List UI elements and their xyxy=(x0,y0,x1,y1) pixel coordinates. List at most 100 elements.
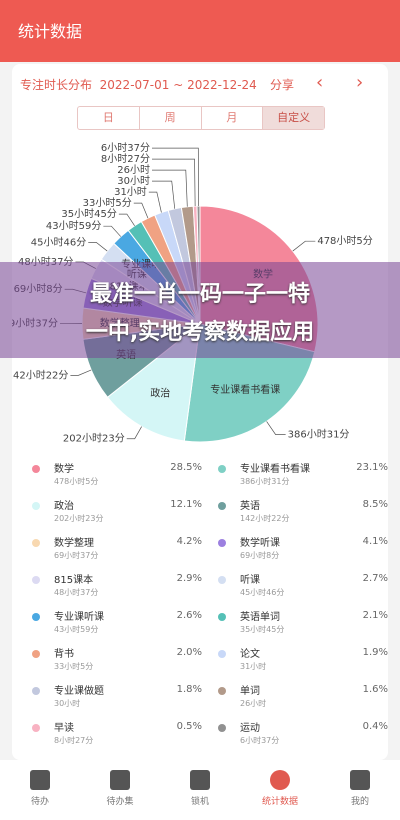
nav-item[interactable]: 待办 xyxy=(0,760,80,820)
slice-name: 专业课看书看课 xyxy=(210,383,280,396)
legend-item: 听课 45小时46分 2.7% xyxy=(218,571,388,605)
item-name: 专业课听课 xyxy=(54,612,104,623)
nav-item[interactable]: 待办集 xyxy=(80,760,160,820)
slice-time: 31小时 xyxy=(114,186,147,198)
item-name: 数学听课 xyxy=(240,538,280,549)
item-name: 数学 xyxy=(54,464,74,475)
legend-item: 数学 478小时5分 28.5% xyxy=(32,460,202,494)
tab[interactable]: 月 xyxy=(202,107,264,129)
nav-icon xyxy=(270,770,290,790)
item-time: 33小时5分 xyxy=(54,662,94,671)
nav-item[interactable]: 锁机 xyxy=(160,760,240,820)
item-percent: 0.4% xyxy=(362,721,388,732)
card-title: 专注时长分布 2022-07-01 ~ 2022-12-24 xyxy=(20,76,257,93)
item-percent: 0.5% xyxy=(176,721,202,732)
legend-dot xyxy=(218,724,226,732)
nav-label: 锁机 xyxy=(190,797,209,807)
item-name: 815课本 xyxy=(54,575,94,586)
legend-item: 数学听课 69小时8分 4.1% xyxy=(218,534,388,568)
slice-time: 30小时 xyxy=(117,175,150,187)
leader-line xyxy=(266,421,286,435)
item-time: 69小时8分 xyxy=(240,551,280,560)
legend-item: 815课本 48小时37分 2.9% xyxy=(32,571,202,605)
legend-item: 单词 26小时 1.6% xyxy=(218,682,388,716)
item-time: 43小时59分 xyxy=(54,625,99,634)
leader-line xyxy=(103,225,122,237)
share-button[interactable]: 分享 xyxy=(270,78,295,92)
leader-line xyxy=(88,242,108,252)
item-time: 30小时 xyxy=(54,699,81,708)
leader-line xyxy=(126,426,142,440)
slice-time: 478小时5分 xyxy=(317,235,372,247)
leader-line xyxy=(118,213,135,226)
legend-dot xyxy=(218,502,226,510)
legend-item: 论文 31小时 1.9% xyxy=(218,645,388,679)
slice-time: 35小时45分 xyxy=(61,208,116,220)
tab[interactable]: 日 xyxy=(78,107,140,129)
legend-item: 英语 142小时22分 8.5% xyxy=(218,497,388,531)
item-time: 26小时 xyxy=(240,699,267,708)
overlay-text: 最准一肖一码一子一特 xyxy=(89,282,310,307)
item-percent: 1.9% xyxy=(362,647,388,658)
item-percent: 28.5% xyxy=(170,462,202,473)
item-time: 31小时 xyxy=(240,662,267,671)
item-name: 论文 xyxy=(240,649,260,660)
next-arrow[interactable]: › xyxy=(356,72,364,93)
item-percent: 2.7% xyxy=(362,573,388,584)
leader-line xyxy=(133,202,149,219)
legend-dot xyxy=(218,687,226,695)
slice-time: 202小时23分 xyxy=(63,433,125,445)
slice-time: 6小时37分 xyxy=(101,142,150,154)
slice-time: 45小时46分 xyxy=(31,236,86,248)
item-time: 386小时31分 xyxy=(240,477,290,486)
nav-label: 我的 xyxy=(350,797,369,807)
nav-item[interactable]: 统计数据 xyxy=(240,760,320,820)
item-name: 单词 xyxy=(240,686,260,697)
item-percent: 4.1% xyxy=(362,536,388,547)
nav-icon xyxy=(350,770,370,790)
legend-item: 政治 202小时23分 12.1% xyxy=(32,497,202,531)
leader-line xyxy=(152,180,176,209)
legend-dot xyxy=(218,650,226,658)
slice-time: 386小时31分 xyxy=(288,429,350,441)
leader-line xyxy=(152,169,188,207)
item-time: 35小时45分 xyxy=(240,625,285,634)
prev-arrow[interactable]: ‹ xyxy=(316,72,324,93)
item-percent: 1.6% xyxy=(362,684,388,695)
title: 专注时长分布 xyxy=(20,78,93,92)
item-percent: 1.8% xyxy=(176,684,202,695)
legend-item: 专业课看书看课 386小时31分 23.1% xyxy=(218,460,388,494)
nav-label: 待办集 xyxy=(106,797,134,807)
item-time: 142小时22分 xyxy=(240,514,290,523)
nav-icon xyxy=(30,770,50,790)
item-percent: 12.1% xyxy=(170,499,202,510)
slice-time: 33小时5分 xyxy=(83,197,132,209)
slice-time: 26小时 xyxy=(117,164,150,176)
item-name: 专业课做题 xyxy=(54,686,104,697)
tab[interactable]: 周 xyxy=(140,107,202,129)
legend-dot xyxy=(32,539,40,547)
nav-item[interactable]: 我的 xyxy=(320,760,400,820)
legend-dot xyxy=(32,687,40,695)
item-percent: 2.9% xyxy=(176,573,202,584)
leader-line xyxy=(292,240,316,252)
leader-line xyxy=(152,158,196,207)
card: 专注时长分布 2022-07-01 ~ 2022-12-24 分享 ‹ › 日周… xyxy=(12,64,388,760)
legend-dot xyxy=(32,613,40,621)
item-name: 英语 xyxy=(240,501,260,512)
item-name: 背书 xyxy=(54,649,74,660)
slice-name: 政治 xyxy=(150,387,170,400)
slice-time: 142小时22分 xyxy=(12,369,68,381)
leader-line xyxy=(70,369,92,376)
legend-dot xyxy=(32,576,40,584)
overlay-text: 一中,实地考察数据应用 xyxy=(85,320,315,345)
legend-item: 早读 8小时27分 0.5% xyxy=(32,719,202,753)
item-name: 运动 xyxy=(240,723,260,734)
item-name: 政治 xyxy=(54,501,74,512)
tab[interactable]: 自定义 xyxy=(263,107,324,129)
bottom-nav: 待办 待办集 锁机 统计数据 我的 xyxy=(0,760,400,820)
legend-dot xyxy=(32,650,40,658)
legend-item: 数学整理 69小时37分 4.2% xyxy=(32,534,202,568)
legend-item: 运动 6小时37分 0.4% xyxy=(218,719,388,753)
